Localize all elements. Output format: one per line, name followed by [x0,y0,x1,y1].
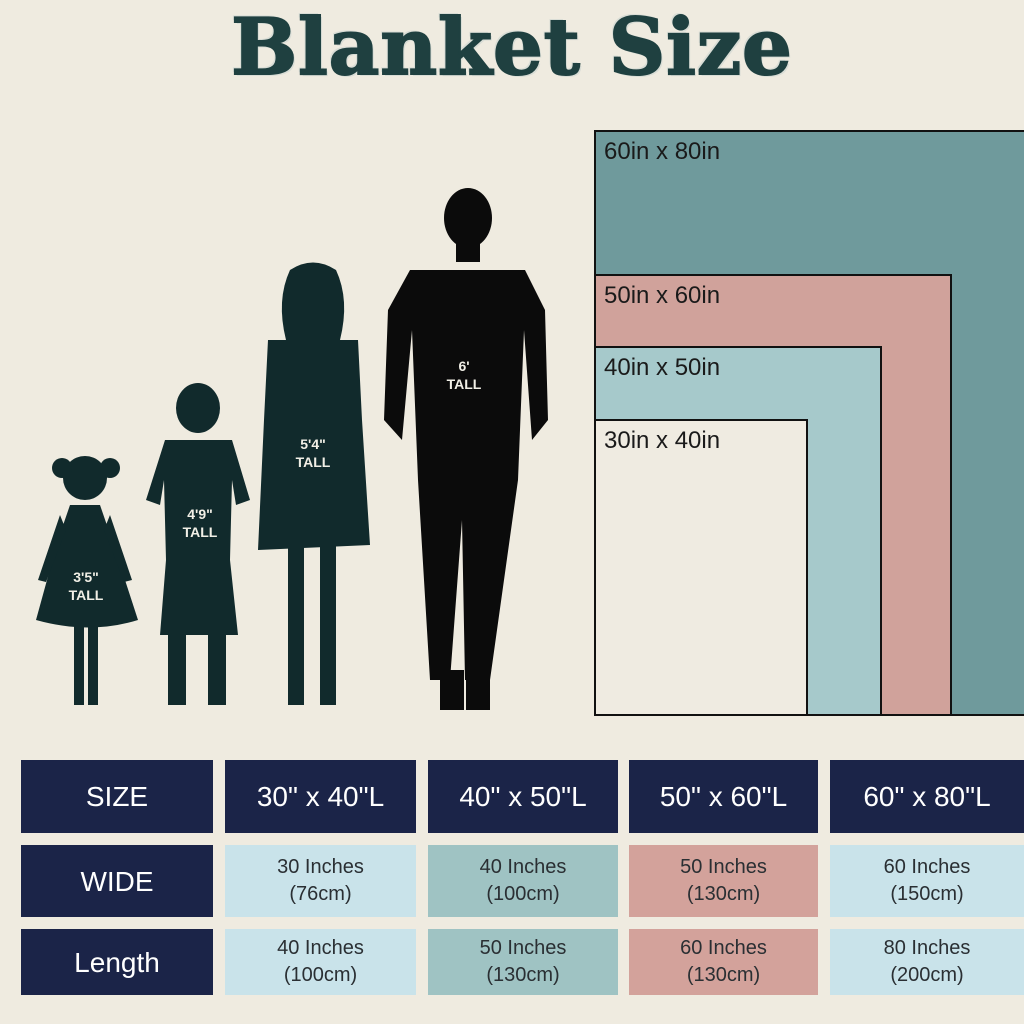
boy-height-label: 4'9" TALL [182,506,218,540]
header-col: 50" x 60"L [629,760,818,833]
row-label-length: Length [21,929,213,995]
header-col: 30" x 40"L [225,760,416,833]
height-silhouettes [36,188,548,710]
page-title: Blanket Size [230,1,793,94]
girl-height-label: 3'5" TALL [68,569,104,603]
header-col: 40" x 50"L [428,760,618,833]
table-cell: 80 Inches (200cm) [830,929,1024,995]
woman-height-label: 5'4" TALL [295,436,331,470]
woman-silhouette [258,262,370,705]
table-cell: 50 Inches (130cm) [629,845,818,917]
table-cell: 30 Inches (76cm) [225,845,416,917]
header-size: SIZE [21,760,213,833]
table-cell: 40 Inches (100cm) [225,929,416,995]
table-cell: 50 Inches (130cm) [428,929,618,995]
man-silhouette [384,188,548,710]
table-cell: 60 Inches (150cm) [830,845,1024,917]
table-cell: 40 Inches (100cm) [428,845,618,917]
blanket-30x40: 30in x 40in [594,419,808,716]
girl-silhouette [36,456,138,705]
man-height-label: 6' TALL [446,358,482,392]
row-label-wide: WIDE [21,845,213,917]
boy-silhouette [146,383,250,705]
header-col: 60" x 80"L [830,760,1024,833]
table-cell: 60 Inches (130cm) [629,929,818,995]
